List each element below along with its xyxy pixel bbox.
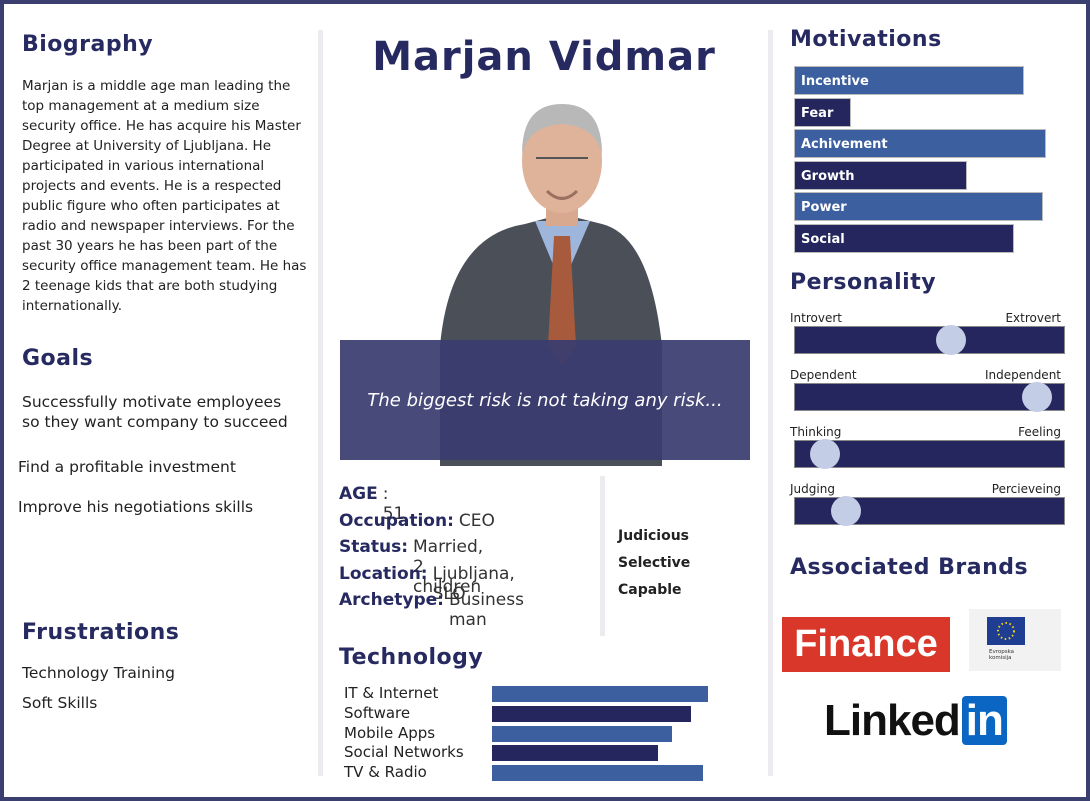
detail-value: Business man — [448, 590, 524, 630]
section-title: Personality — [790, 270, 937, 295]
section-title: Motivations — [790, 27, 942, 52]
section-title: Technology — [339, 645, 484, 670]
brand-text: in — [961, 696, 1007, 745]
brand-caption: Evropska komisija — [989, 649, 1015, 661]
motivation-bar: Fear — [794, 97, 851, 127]
detail-row: Location: Ljubljana, SLO — [339, 563, 515, 604]
slider-knob — [1022, 382, 1053, 412]
brand-text: Linked — [824, 696, 961, 745]
trait-left: Introvert — [790, 311, 842, 325]
motivation-bar: Incentive — [794, 66, 1025, 95]
tech-label: IT & Internet — [344, 684, 439, 702]
detail-label: Status: — [339, 537, 408, 557]
tech-label: Software — [344, 703, 411, 722]
trait-right: Extrovert — [1005, 311, 1061, 325]
brand-logo: Finance — [782, 617, 950, 672]
slider-knob — [809, 439, 840, 469]
detail-label: Archetype: — [339, 590, 444, 610]
motivation-bar: Power — [794, 192, 1044, 221]
biography-text: Marjan is a middle age man leading the t… — [22, 78, 307, 314]
tech-label: Mobile Apps — [344, 723, 436, 742]
tech-bar — [492, 745, 658, 762]
goal: Find a profitable investment — [18, 458, 236, 476]
tech-label: TV & Radio — [344, 763, 427, 782]
slider-track — [794, 325, 1065, 355]
detail-value: Married, 2 children — [413, 537, 484, 597]
slider-track — [794, 496, 1065, 526]
section-title: Goals — [22, 346, 94, 371]
detail-value: : 51 — [382, 484, 405, 524]
quote: The biggest risk is not taking any risk.… — [340, 340, 750, 460]
frustration: Soft Skills — [22, 694, 98, 712]
separator — [318, 30, 323, 776]
detail-label: Location: — [339, 563, 428, 584]
detail-row: Archetype: Business man — [339, 590, 524, 630]
separator — [768, 30, 773, 776]
detail-row: AGE: 51 — [339, 484, 404, 524]
trait: Selective — [618, 555, 691, 571]
frustration: Technology Training — [22, 664, 175, 682]
detail-value: CEO — [458, 510, 495, 531]
tech-bar — [492, 725, 672, 742]
brand-logo: Evropska komisija — [969, 609, 1061, 671]
separator — [600, 476, 605, 636]
detail-label: Occupation: — [339, 510, 454, 531]
tech-bar — [492, 765, 704, 782]
slider-knob — [831, 496, 862, 526]
detail-label: AGE — [339, 484, 378, 504]
trait-right: Percieveing — [991, 482, 1061, 496]
section-title: Frustrations — [22, 620, 180, 645]
trait: Judicious — [618, 528, 690, 544]
goal: Improve his negotiations skills — [18, 498, 254, 516]
detail-row: Status: Married, 2 children — [339, 537, 483, 597]
tech-label: Social Networks — [344, 743, 464, 762]
trait-right: Independent — [984, 368, 1061, 382]
eu-flag — [987, 617, 1025, 645]
slider-track — [794, 439, 1065, 469]
detail-value: Ljubljana, SLO — [432, 563, 515, 604]
tech-bar — [492, 686, 708, 702]
brand-logo: Linked in — [824, 696, 1007, 746]
motivation-bar: Social — [794, 223, 1014, 253]
trait-left: Thinking — [790, 425, 842, 439]
goal: Successfully motivate employees so they … — [22, 393, 288, 431]
motivation-bar: Achivement — [794, 129, 1047, 158]
trait: Capable — [618, 582, 682, 598]
section-title: Associated Brands — [790, 555, 1029, 580]
trait-left: Dependent — [790, 368, 857, 382]
motivation-bar: Growth — [794, 160, 968, 190]
trait-right: Feeling — [1018, 425, 1061, 439]
tech-bar — [492, 705, 692, 722]
slider-knob — [936, 325, 967, 355]
section-title: Biography — [22, 32, 154, 57]
persona-name: Marjan Vidmar — [372, 34, 716, 80]
trait-left: Judging — [790, 482, 835, 496]
detail-row: Occupation: CEO — [339, 510, 495, 531]
slider-track — [794, 382, 1065, 412]
